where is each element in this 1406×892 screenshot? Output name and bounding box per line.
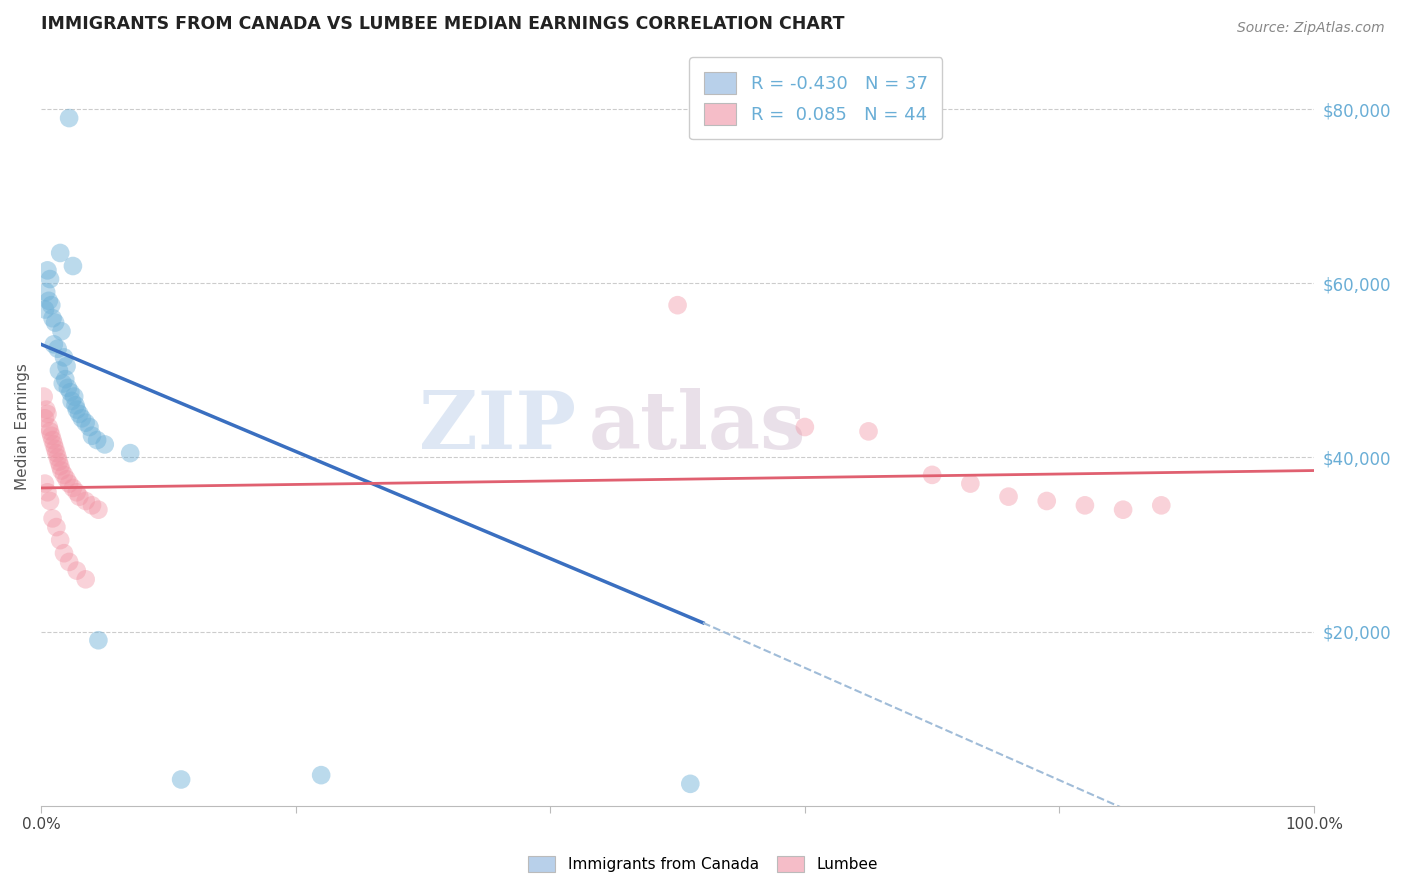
Point (48, 455, 70, 469)
Point (80, 428, 103, 442)
Point (858, 425, 880, 439)
Text: IMMIGRANTS FROM CANADA VS LUMBEE MEDIAN EARNINGS CORRELATION CHART: IMMIGRANTS FROM CANADA VS LUMBEE MEDIAN … (41, 15, 845, 33)
Point (55, 359, 77, 373)
Point (49, 246, 72, 260)
Point (65, 398, 87, 412)
Point (1150, 499, 1173, 513)
Point (39, 428, 62, 442)
Point (46, 450, 69, 465)
Text: Source: ZipAtlas.com: Source: ZipAtlas.com (1237, 21, 1385, 35)
Point (63, 390, 86, 404)
Point (32, 390, 55, 404)
Text: ZIP: ZIP (419, 388, 575, 466)
Point (75, 494, 97, 508)
Point (42, 437, 65, 451)
Point (921, 467, 943, 482)
Point (87, 502, 110, 516)
Point (37, 485, 59, 500)
Point (39, 298, 62, 312)
Point (34, 411, 56, 425)
Point (39, 425, 62, 439)
Point (44, 316, 66, 330)
Point (42, 337, 65, 351)
Point (39, 272, 62, 286)
Point (49, 459, 72, 474)
Point (45, 446, 67, 460)
Point (679, 777, 702, 791)
Point (41, 511, 63, 525)
Point (53, 351, 76, 365)
Point (41, 433, 63, 447)
Point (45, 520, 67, 534)
Point (67, 490, 90, 504)
Point (49, 533, 72, 548)
Point (75, 572, 97, 586)
Point (60, 393, 83, 408)
Point (39, 494, 62, 508)
Point (79, 420, 101, 434)
Point (1035, 494, 1057, 508)
Point (44, 442, 66, 456)
Point (38, 420, 60, 434)
Point (51, 324, 73, 338)
Point (309, 768, 332, 782)
Point (70, 411, 93, 425)
Point (170, 772, 193, 787)
Point (86, 433, 108, 447)
Point (62, 259, 84, 273)
Point (58, 476, 80, 491)
Point (52, 376, 75, 391)
Point (56, 381, 79, 395)
Point (66, 402, 89, 417)
Point (48, 363, 70, 377)
Point (793, 420, 815, 434)
Legend: R = -0.430   N = 37, R =  0.085   N = 44: R = -0.430 N = 37, R = 0.085 N = 44 (689, 57, 942, 139)
Point (1074, 499, 1097, 513)
Point (53, 467, 76, 482)
Point (87, 633, 110, 648)
Point (41, 311, 63, 326)
Point (55, 472, 77, 486)
Point (67, 407, 90, 421)
Legend: Immigrants from Canada, Lumbee: Immigrants from Canada, Lumbee (520, 848, 886, 880)
Point (34, 476, 56, 491)
Point (959, 476, 981, 491)
Y-axis label: Median Earnings: Median Earnings (15, 364, 30, 491)
Point (37, 263, 59, 277)
Point (37, 407, 59, 421)
Point (58, 111, 80, 125)
Point (51, 464, 73, 478)
Point (94, 437, 117, 451)
Point (58, 555, 80, 569)
Point (66, 485, 89, 500)
Point (53, 546, 76, 560)
Point (66, 564, 89, 578)
Point (62, 481, 84, 495)
Point (34, 302, 56, 317)
Point (46, 342, 69, 356)
Point (80, 499, 103, 513)
Point (38, 293, 60, 308)
Text: atlas: atlas (589, 388, 806, 466)
Point (35, 285, 58, 299)
Point (53, 372, 76, 386)
Point (59, 385, 82, 400)
Point (120, 446, 142, 460)
Point (997, 490, 1019, 504)
Point (1112, 502, 1135, 516)
Point (666, 298, 689, 312)
Point (35, 402, 58, 417)
Point (75, 416, 97, 430)
